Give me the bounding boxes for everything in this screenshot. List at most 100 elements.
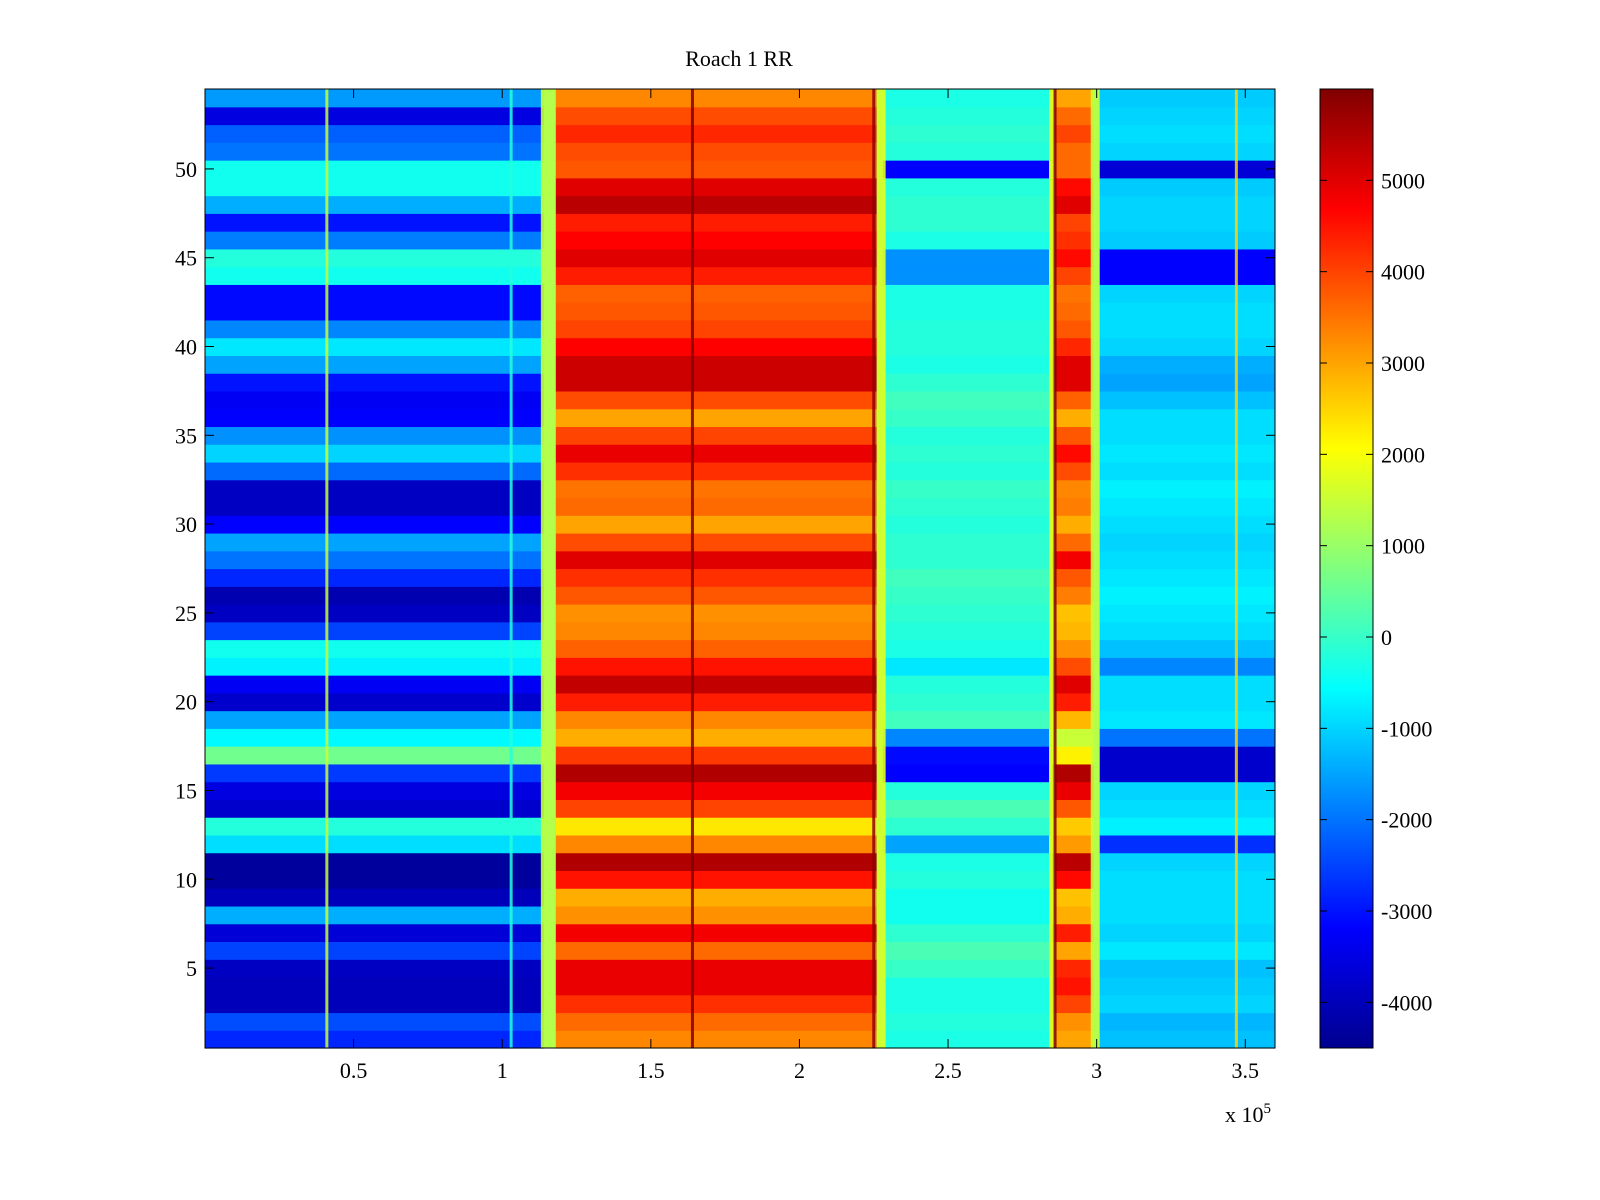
heatmap-cell [1099,692,1275,712]
heatmap-cell [1052,781,1094,800]
heatmap-cell [882,213,1050,232]
heatmap-cell [555,355,877,374]
heatmap-cell [1099,870,1275,889]
heatmap-cell [205,604,544,623]
heatmap-cell [1099,444,1275,463]
heatmap-transition [540,89,556,1048]
heatmap-cell [555,302,877,321]
heatmap-transition [1090,89,1100,1048]
x-tick-label: 1 [497,1058,508,1083]
y-tick-label: 40 [175,335,197,360]
heatmap-cell [555,923,877,943]
heatmap-cell [882,497,1050,516]
heatmap-cell [555,337,877,356]
heatmap-cells [205,89,1275,1049]
heatmap-cell [205,586,544,605]
heatmap-cell [882,621,1050,641]
heatmap-cell [882,390,1050,410]
heatmap-cell [205,550,544,570]
heatmap-cell [1052,728,1094,747]
heatmap-cell [205,231,544,250]
heatmap-cell [205,160,544,179]
heatmap-cell [205,302,544,321]
heatmap-cell [555,586,877,605]
heatmap-cell [1052,373,1094,392]
heatmap-cell [882,89,1050,108]
heatmap-cell [205,976,544,996]
heatmap-cell [1099,621,1275,641]
heatmap-cell [882,142,1050,161]
heatmap-cell [1052,284,1094,303]
heatmap-cell [555,728,877,747]
x-tick-label: 0.5 [340,1058,368,1083]
heatmap-cell [1099,337,1275,356]
heatmap-cell [555,444,877,463]
heatmap-cell [882,337,1050,356]
heatmap-cell [1099,941,1275,960]
colorbar-tick-label: 0 [1381,625,1392,650]
colorbar-tick-label: 4000 [1381,260,1425,285]
heatmap-cell [1099,817,1275,836]
heatmap-cell [555,976,877,996]
heatmap-cell [205,905,544,925]
heatmap-cell [555,834,877,854]
heatmap-cell [1099,639,1275,658]
heatmap-cell [1052,444,1094,463]
heatmap-cell [882,976,1050,996]
heatmap-cell [882,1012,1050,1031]
heatmap-cell [555,231,877,250]
heatmap-cell [1099,177,1275,197]
y-axis: 5 10 15 20 25 30 35 40 45 50 [175,157,1275,981]
heatmap-cell [882,461,1050,481]
heatmap-cell [1052,390,1094,410]
heatmap-cell [1099,142,1275,161]
heatmap-cell [882,195,1050,214]
heatmap-cell [555,248,877,268]
heatmap-cell [1052,532,1094,552]
heatmap-cell [882,888,1050,907]
heatmap-cell [882,550,1050,570]
y-tick-label: 45 [175,246,197,271]
heatmap-cell [555,160,877,179]
heatmap-cell [205,639,544,658]
heatmap-cell [1099,976,1275,996]
heatmap-cell [1052,604,1094,623]
heatmap-cell [1052,923,1094,943]
heatmap-cell [205,923,544,943]
heatmap-cell [205,444,544,463]
heatmap-cell [205,710,544,729]
heatmap-cell [882,479,1050,499]
heatmap-cell [555,888,877,907]
heatmap-cell [1052,941,1094,960]
heatmap-cell [1052,106,1094,126]
heatmap-cell [1052,337,1094,356]
heatmap-cell [555,746,877,765]
heatmap-cell [555,408,877,428]
colorbar-tick-label: 2000 [1381,442,1425,467]
heatmap-cell [555,124,877,143]
colorbar-tick-label: 3000 [1381,351,1425,376]
colorbar-axis: -4000 -3000 -2000 -1000 0 1000 2000 3000 4000 500… [1320,168,1432,1015]
heatmap-cell [205,106,544,126]
heatmap-cell [1052,586,1094,605]
heatmap-cell [205,142,544,161]
heatmap-cell [555,142,877,161]
heatmap-cell [205,248,544,268]
heatmap-cell [555,426,877,445]
heatmap-cell [1052,248,1094,268]
heatmap-cell [1052,621,1094,641]
heatmap-cell [882,852,1050,872]
heatmap-cell [205,888,544,907]
heatmap-cell [882,657,1050,676]
heatmap-vertical-stripes [325,89,1238,1048]
heatmap-cell [882,426,1050,445]
x-tick-label: 2 [794,1058,805,1083]
heatmap-cell [1099,959,1275,978]
y-tick-label: 30 [175,512,197,537]
heatmap-cell [882,639,1050,658]
heatmap-cell [555,1030,877,1049]
heatmap-cell [882,355,1050,374]
heatmap-cell [205,426,544,445]
heatmap-cell [555,621,877,641]
